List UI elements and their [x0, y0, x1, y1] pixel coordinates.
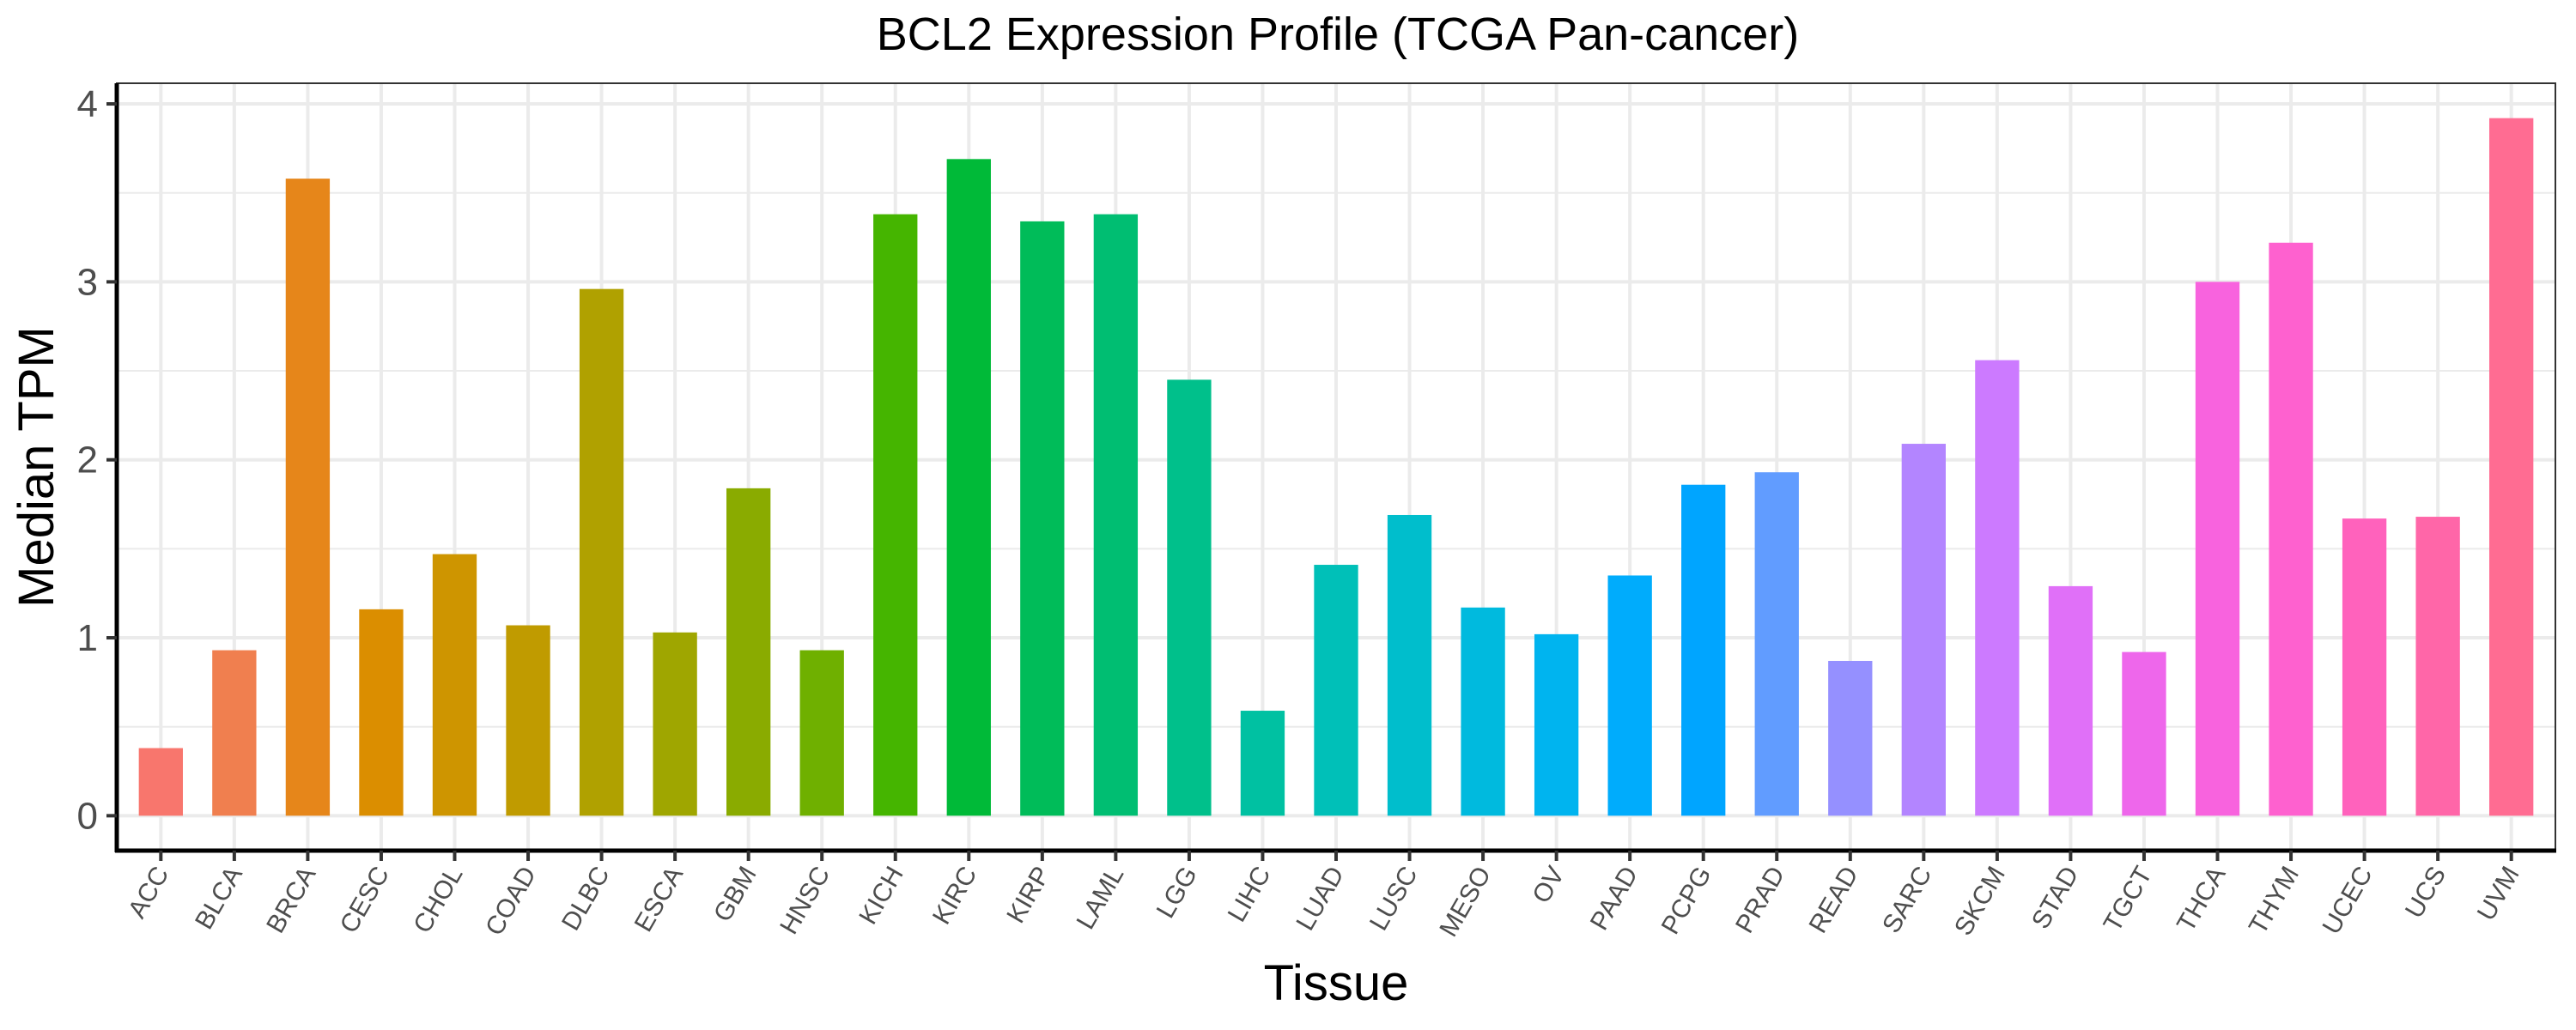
x-tick-label: PRAD	[1730, 862, 1790, 938]
bar-cesc	[359, 609, 404, 816]
bar-stad	[2048, 585, 2093, 816]
bar-read	[1828, 660, 1873, 816]
bar-dlbc	[579, 288, 624, 816]
y-tick-label: 0	[77, 795, 98, 837]
bar-thym	[2269, 242, 2313, 816]
x-tick-label: THYM	[2244, 862, 2305, 939]
chart-title: BCL2 Expression Profile (TCGA Pan-cancer…	[877, 9, 1799, 60]
bar-kirp	[1020, 221, 1065, 816]
x-tick-label: HNSC	[775, 862, 835, 939]
bar-thca	[2195, 282, 2240, 816]
x-tick-label: CESC	[335, 862, 395, 938]
x-tick-label: PAAD	[1585, 862, 1643, 935]
bar-skcm	[1975, 360, 2020, 816]
bar-ucs	[2415, 517, 2460, 816]
x-tick-label: DLBC	[556, 862, 616, 936]
x-tick-label: PCPG	[1656, 862, 1717, 939]
x-tick-label: SKCM	[1949, 862, 2011, 941]
y-axis-title: Median TPM	[9, 326, 64, 608]
bar-laml	[1093, 214, 1139, 816]
bar-pcpg	[1681, 484, 1726, 816]
x-tick-label: LGG	[1151, 862, 1203, 923]
bar-gbm	[726, 488, 771, 816]
x-tick-label: UVM	[2472, 862, 2525, 925]
bar-uvm	[2489, 118, 2534, 816]
x-tick-label: STAD	[2026, 862, 2084, 934]
bar-lgg	[1167, 379, 1212, 816]
y-tick-label: 3	[77, 261, 98, 303]
bar-kirc	[946, 159, 991, 816]
x-tick-label: CHOL	[408, 862, 468, 938]
bar-esca	[653, 632, 697, 816]
bar-ov	[1534, 633, 1579, 816]
bar-hnsc	[799, 650, 844, 816]
bar-brca	[285, 179, 331, 816]
y-tick-label: 2	[77, 439, 98, 482]
bar-tgct	[2122, 651, 2166, 816]
bar-prad	[1754, 472, 1799, 816]
bar-luad	[1314, 565, 1358, 816]
bars	[138, 118, 2534, 816]
x-tick-label: BLCA	[190, 862, 248, 934]
x-tick-label: ESCA	[629, 862, 689, 936]
x-tick-label: LAML	[1072, 862, 1130, 934]
x-axis-ticks: ACC BLCA BRCA CESC CHOL COAD DLBC ESCA GBM HNSC KI…	[123, 851, 2525, 942]
x-axis-title: Tissue	[1264, 955, 1409, 1011]
x-tick-label: KICH	[854, 862, 908, 930]
bar-chol	[432, 554, 477, 816]
x-tick-label: THCA	[2172, 862, 2231, 936]
bar-coad	[506, 625, 550, 816]
bar-acc	[138, 748, 183, 816]
y-tick-label: 1	[77, 617, 98, 659]
x-tick-label: MESO	[1434, 862, 1497, 942]
x-tick-label: BRCA	[261, 862, 321, 938]
x-tick-label: LUAD	[1291, 862, 1350, 936]
bar-lihc	[1240, 711, 1285, 816]
bar-sarc	[1901, 444, 1946, 816]
y-axis-ticks: 0 1 2 3 4	[77, 83, 117, 837]
x-tick-label: OV	[1527, 862, 1570, 908]
x-tick-label: SARC	[1877, 862, 1937, 938]
x-tick-label: READ	[1804, 862, 1864, 938]
bar-blca	[212, 650, 257, 816]
bar-meso	[1461, 607, 1505, 816]
x-tick-label: KIRP	[1001, 862, 1056, 928]
x-tick-label: UCEC	[2318, 862, 2379, 939]
x-tick-label: ACC	[123, 862, 174, 923]
bar-kich	[873, 214, 918, 816]
y-tick-label: 4	[77, 83, 98, 125]
x-tick-label: COAD	[480, 862, 542, 941]
bar-paad	[1607, 575, 1652, 816]
x-tick-label: TGCT	[2099, 862, 2158, 936]
bar-ucec	[2342, 518, 2387, 816]
x-tick-label: GBM	[708, 862, 762, 927]
x-tick-label: LUSC	[1364, 862, 1424, 936]
x-tick-label: UCS	[2400, 862, 2451, 923]
bar-lusc	[1387, 514, 1432, 816]
x-tick-label: KIRC	[927, 862, 982, 930]
x-tick-label: LIHC	[1223, 862, 1277, 927]
